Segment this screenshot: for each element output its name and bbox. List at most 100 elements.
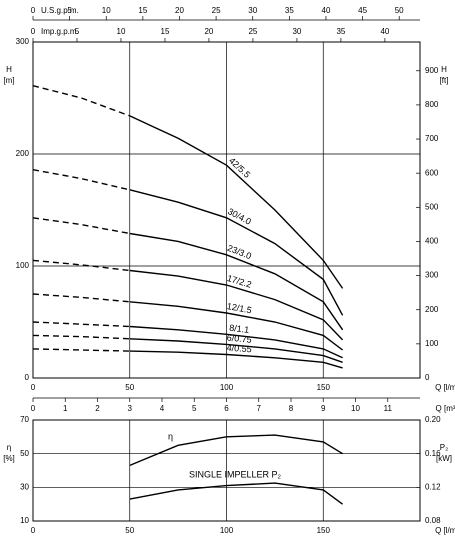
y-axis-label: [m] — [3, 76, 14, 85]
curve-label: SINGLE IMPELLER P₂ — [189, 469, 282, 479]
secondary-tick-label: 25 — [248, 27, 257, 36]
curve-label: 30/4.0 — [226, 206, 253, 227]
curve-label: 4/0.55 — [226, 343, 252, 355]
secondary-tick-label: 40 — [380, 27, 389, 36]
x-axis-label: Q [l/min] — [435, 383, 455, 392]
curve — [129, 482, 344, 505]
x-tick-label: 0 — [31, 526, 36, 535]
curve-dashed — [32, 259, 130, 272]
y-tick-label: 10 — [20, 516, 29, 525]
y-tick-label: 100 — [16, 261, 30, 270]
curve — [129, 338, 343, 363]
secondary-tick-label: 5 — [75, 27, 80, 36]
y2-tick-label: 700 — [425, 134, 439, 143]
x-tick-label: 100 — [220, 526, 234, 535]
y-axis-label: [%] — [3, 454, 15, 463]
y-tick-label: 30 — [20, 482, 29, 491]
y2-tick-label: 100 — [425, 339, 439, 348]
curve — [129, 269, 344, 341]
secondary-axis-label: U.S.g.p.m. — [41, 6, 79, 15]
y2-tick-label: 800 — [425, 100, 439, 109]
curve-label: η — [168, 431, 173, 441]
y-axis-label: H — [6, 65, 12, 74]
curve-label: 12/1.5 — [226, 301, 252, 315]
curve-dashed — [32, 321, 130, 328]
curve — [129, 325, 343, 359]
secondary-tick-label: 20 — [204, 27, 213, 36]
x-tick-label: 50 — [125, 383, 134, 392]
secondary-axis-label: Q [m³/h] — [436, 404, 455, 413]
y2-tick-label: 0 — [425, 373, 430, 382]
curve-dashed — [32, 217, 130, 235]
y2-tick-label: 500 — [425, 202, 439, 211]
secondary-tick-label: 15 — [161, 27, 170, 36]
curve-label: 42/5.5 — [227, 156, 252, 180]
curve-dashed — [32, 348, 130, 352]
curve — [129, 189, 344, 316]
y2-axis-label: P₂ — [440, 443, 448, 452]
secondary-tick-label: 25 — [212, 6, 221, 15]
y-tick-label: 200 — [16, 149, 30, 158]
secondary-tick-label: 35 — [336, 27, 345, 36]
curve-dashed — [32, 169, 130, 191]
y2-tick-label: 0.20 — [425, 415, 441, 424]
y2-axis-label: H — [441, 65, 447, 74]
secondary-axis-label: Imp.g.p.m. — [41, 27, 79, 36]
curve — [129, 350, 343, 369]
secondary-tick-label: 9 — [321, 404, 326, 413]
secondary-tick-label: 20 — [175, 6, 184, 15]
x-tick-label: 50 — [125, 526, 134, 535]
secondary-tick-label: 11 — [384, 404, 393, 413]
curve — [129, 301, 344, 351]
curve-dashed — [32, 334, 130, 340]
secondary-tick-label: 30 — [248, 6, 257, 15]
curve-label: 6/0.75 — [226, 333, 252, 345]
secondary-tick-label: 5 — [67, 6, 72, 15]
curve — [129, 434, 343, 467]
secondary-tick-label: 0 — [31, 404, 36, 413]
secondary-tick-label: 3 — [128, 404, 133, 413]
secondary-tick-label: 1 — [63, 404, 68, 413]
secondary-tick-label: 7 — [257, 404, 262, 413]
y-tick-label: 0 — [25, 373, 30, 382]
secondary-tick-label: 4 — [160, 404, 165, 413]
y2-axis-label: [ft] — [440, 76, 449, 85]
secondary-tick-label: 50 — [395, 6, 404, 15]
y2-tick-label: 400 — [425, 237, 439, 246]
x-tick-label: 0 — [31, 383, 36, 392]
secondary-tick-label: 35 — [285, 6, 294, 15]
curve-label: 8/1.1 — [229, 323, 250, 335]
y2-tick-label: 300 — [425, 271, 439, 280]
secondary-tick-label: 40 — [322, 6, 331, 15]
secondary-tick-label: 0 — [31, 6, 36, 15]
curve-label: 17/2.2 — [226, 273, 253, 290]
y2-tick-label: 900 — [425, 66, 439, 75]
curve-label: 23/3.0 — [226, 243, 253, 261]
secondary-tick-label: 15 — [138, 6, 147, 15]
x-tick-label: 100 — [220, 383, 234, 392]
secondary-tick-label: 5 — [192, 404, 197, 413]
secondary-tick-label: 0 — [31, 27, 36, 36]
x-axis-label: Q [l/min] — [435, 526, 455, 535]
secondary-tick-label: 10 — [102, 6, 111, 15]
curve-dashed — [32, 85, 131, 117]
y2-tick-label: 0.16 — [425, 449, 441, 458]
x-tick-label: 150 — [317, 383, 331, 392]
curve — [129, 232, 344, 331]
curve — [129, 115, 344, 289]
secondary-tick-label: 2 — [95, 404, 100, 413]
y-tick-label: 50 — [20, 449, 29, 458]
y-axis-label: η — [7, 443, 11, 452]
x-tick-label: 150 — [317, 526, 331, 535]
y2-tick-label: 600 — [425, 168, 439, 177]
y-tick-label: 300 — [16, 37, 30, 46]
curve-dashed — [32, 293, 130, 303]
y2-axis-label: [kW] — [436, 454, 452, 463]
secondary-tick-label: 10 — [117, 27, 126, 36]
secondary-tick-label: 30 — [292, 27, 301, 36]
y2-tick-label: 0.08 — [425, 516, 441, 525]
y-tick-label: 70 — [20, 415, 29, 424]
y2-tick-label: 200 — [425, 305, 439, 314]
secondary-tick-label: 10 — [351, 404, 360, 413]
